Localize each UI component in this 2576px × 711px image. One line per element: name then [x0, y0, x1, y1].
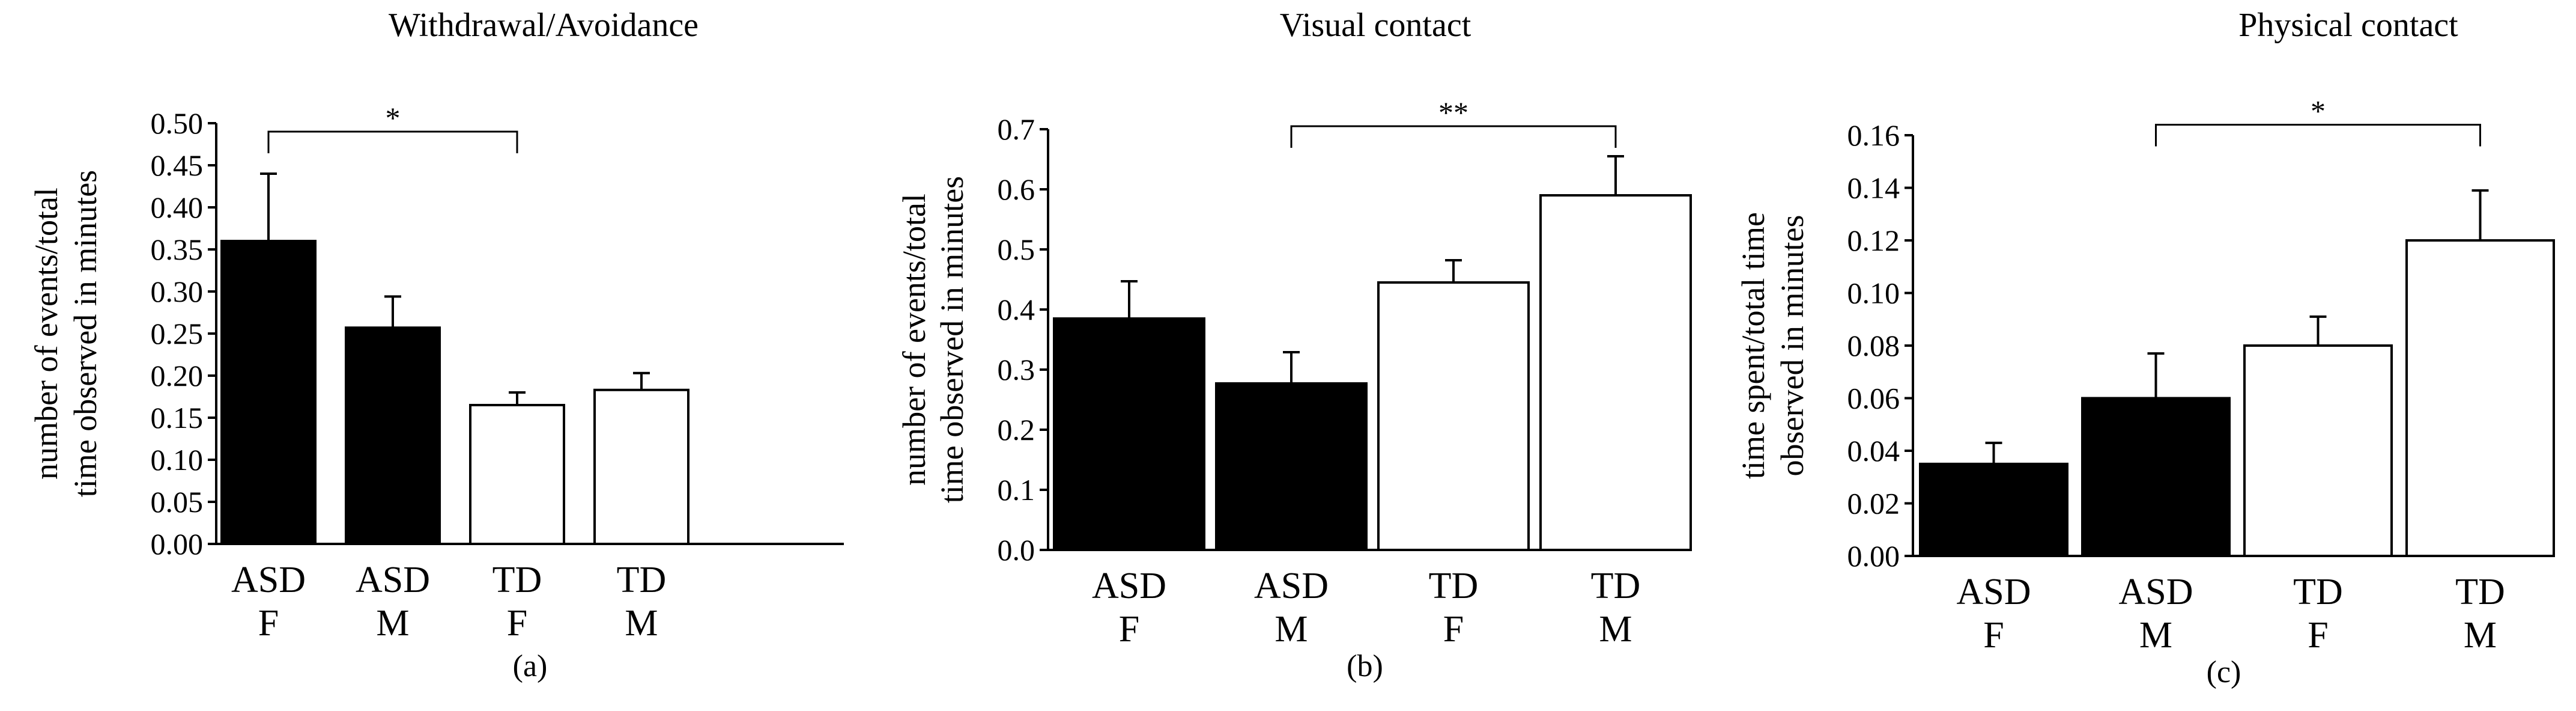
y-tick-label: 0.02 [1847, 487, 1900, 520]
chart-title: Withdrawal/Avoidance [389, 7, 699, 44]
y-tick-label: 0.2 [998, 413, 1035, 447]
significance-bracket [2155, 124, 2481, 147]
x-tick-label: ASD [1956, 572, 2031, 612]
chart-title: Physical contact [2238, 7, 2458, 44]
x-tick-label: F [2308, 615, 2328, 656]
panel-label: (c) [2207, 655, 2241, 689]
y-tick-label: 0.35 [151, 233, 204, 266]
bar [593, 388, 689, 545]
y-axis-label-line: time observed in minutes [934, 176, 970, 503]
significance-label: ** [1438, 96, 1468, 129]
x-tick-label: TD [1591, 566, 1641, 606]
panel-visual-contact: Visual contact number of events/total time… [896, 7, 1692, 683]
y-tick-label: 0.06 [1847, 382, 1900, 415]
y-tick-label: 0.00 [151, 527, 204, 561]
x-tick-label: ASD [1092, 566, 1166, 606]
x-tick-label: TD [2455, 572, 2505, 612]
y-axis-label-line: time observed in minutes [67, 170, 103, 497]
y-tick-label: 0.10 [1847, 276, 1900, 310]
y-tick-label: 0.20 [151, 359, 204, 392]
x-tick-label: ASD [231, 560, 306, 600]
x-tick-label: F [507, 603, 527, 644]
significance-bracket [1290, 125, 1617, 148]
y-tick-label: 0.50 [151, 106, 204, 140]
y-tick-label: 0.6 [998, 172, 1035, 206]
y-tick-label: 0.40 [151, 191, 204, 224]
y-tick-label: 0.4 [998, 293, 1035, 326]
bar [2081, 397, 2231, 557]
y-tick-label: 0.04 [1847, 434, 1900, 468]
y-tick-label: 0.15 [151, 401, 204, 435]
x-tick-label: F [1443, 609, 1464, 650]
x-tick-label: F [1983, 615, 2004, 656]
y-axis-label-line: time spent/total time [1735, 212, 1771, 479]
x-tick-label: TD [492, 560, 542, 600]
panel-physical-contact: Physical contact time spent/total time obs… [1735, 7, 2555, 689]
significance-bracket [267, 130, 518, 153]
bar [469, 404, 565, 545]
x-tick-label: M [1599, 609, 1632, 650]
x-tick-label: M [2464, 615, 2497, 656]
x-tick-label: ASD [2118, 572, 2193, 612]
y-axis-label-line: observed in minutes [1774, 215, 1810, 477]
y-tick-label: 0.14 [1847, 171, 1900, 205]
y-tick-label: 0.30 [151, 275, 204, 308]
x-tick-label: M [1274, 609, 1308, 650]
x-tick-label: F [258, 603, 279, 644]
y-tick-label: 0.3 [998, 353, 1035, 386]
x-tick-label: M [376, 603, 409, 644]
y-tick-label: 0.00 [1847, 539, 1900, 573]
y-tick-label: 0.25 [151, 317, 204, 350]
y-tick-label: 0.16 [1847, 118, 1900, 152]
y-axis-label-line: number of events/total [896, 194, 932, 486]
bar [1053, 317, 1205, 551]
y-tick-label: 0.5 [998, 233, 1035, 266]
y-tick-label: 0.12 [1847, 224, 1900, 257]
y-tick-label: 0.05 [151, 485, 204, 519]
y-tick-label: 0.10 [151, 443, 204, 477]
bar [2243, 344, 2393, 557]
y-tick-label: 0.7 [998, 112, 1035, 146]
x-tick-label: TD [617, 560, 667, 600]
bar [2405, 239, 2555, 557]
y-axis-label-line: number of events/total [28, 188, 64, 480]
bar [1919, 462, 2068, 557]
x-tick-label: TD [1429, 566, 1479, 606]
x-tick-label: M [2139, 615, 2172, 656]
bar [1215, 382, 1368, 551]
panel-label: (a) [513, 649, 548, 683]
panel-label: (b) [1347, 649, 1383, 683]
significance-label: * [386, 101, 401, 135]
x-tick-label: F [1119, 609, 1139, 650]
bar [1539, 194, 1692, 551]
x-tick-label: TD [2293, 572, 2343, 612]
panel-withdrawal-avoidance: Withdrawal/Avoidance number of events/tot… [28, 7, 844, 683]
bar [1377, 281, 1530, 551]
bar [345, 326, 441, 545]
y-tick-label: 0.0 [998, 533, 1035, 567]
x-tick-label: M [625, 603, 658, 644]
y-tick-label: 0.08 [1847, 329, 1900, 362]
chart-title: Visual contact [1280, 7, 1471, 44]
x-tick-label: ASD [356, 560, 430, 600]
bar [220, 240, 317, 545]
y-tick-label: 0.1 [998, 473, 1035, 507]
significance-label: * [2311, 94, 2326, 128]
y-tick-label: 0.45 [151, 148, 204, 182]
x-tick-label: ASD [1254, 566, 1329, 606]
